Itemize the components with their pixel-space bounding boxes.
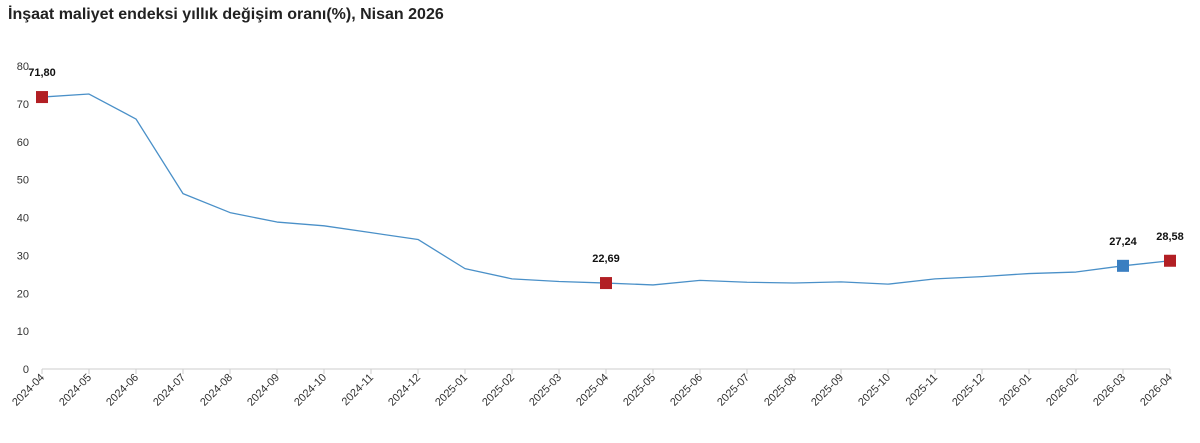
chart-title: İnşaat maliyet endeksi yıllık değişim or…: [8, 6, 444, 23]
marker-layer: 71,80 22,69 27,24 28,58: [28, 67, 1184, 290]
y-tick-label: 40: [17, 213, 29, 225]
x-tick-label: 2024-06: [104, 372, 141, 409]
x-tick-label: 2024-10: [292, 372, 329, 409]
x-tick-label: 2025-09: [809, 372, 846, 409]
x-tick-label: 2025-05: [621, 372, 658, 409]
x-tick-label: 2025-07: [715, 372, 752, 409]
data-point: [323, 224, 326, 227]
highlight-marker: [36, 91, 48, 104]
data-point: [370, 231, 373, 234]
y-tick-label: 60: [17, 137, 29, 149]
data-point: [1028, 272, 1031, 275]
data-point: [652, 283, 655, 286]
data-point: [793, 282, 796, 285]
y-tick-label: 20: [17, 288, 29, 300]
data-point: [276, 221, 279, 224]
data-point: [464, 267, 467, 270]
data-point: [182, 192, 185, 195]
x-tick-label: 2025-08: [762, 372, 799, 409]
x-tick-label: 2025-01: [433, 372, 470, 409]
x-tick-label: 2025-12: [950, 372, 987, 409]
x-tick-label: 2026-04: [1138, 372, 1175, 409]
data-point: [1075, 271, 1078, 274]
data-point: [934, 277, 937, 280]
data-label: 22,69: [592, 253, 620, 265]
x-tick-label: 2024-09: [245, 372, 282, 409]
x-tick-label: 2026-03: [1091, 372, 1128, 409]
data-label: 71,80: [28, 67, 56, 79]
x-tick-label: 2024-12: [386, 372, 423, 409]
y-tick-label: 0: [23, 364, 29, 376]
x-tick-label: 2025-11: [904, 372, 940, 408]
data-point: [840, 280, 843, 283]
highlight-marker: [1117, 259, 1129, 272]
data-label: 27,24: [1109, 236, 1137, 248]
x-tick-label: 2025-04: [574, 372, 611, 409]
x-tick-label: 2026-01: [997, 372, 1034, 409]
y-tick-label: 50: [17, 175, 29, 187]
x-tick-label: 2025-06: [668, 372, 705, 409]
x-tick-label: 2025-03: [527, 372, 564, 409]
data-point: [746, 281, 749, 284]
y-tick-label: 30: [17, 250, 29, 262]
y-tick-label: 70: [17, 99, 29, 111]
y-axis: 0 10 20 30 40 50 60 70 80: [17, 61, 29, 376]
y-tick-label: 10: [17, 326, 29, 338]
x-tick-label: 2024-05: [57, 372, 94, 409]
x-axis: 2024-04 2024-05 2024-06 2024-07 2024-08 2024-…: [10, 368, 1175, 409]
data-label: 28,58: [1156, 231, 1184, 243]
x-tick-label: 2025-02: [480, 372, 517, 409]
x-tick-label: 2024-04: [10, 372, 47, 409]
x-tick-label: 2025-10: [856, 372, 893, 409]
x-tick-label: 2024-11: [340, 372, 376, 408]
data-point: [135, 118, 138, 121]
data-point: [981, 275, 984, 278]
data-point: [699, 279, 702, 282]
x-tick-label: 2026-02: [1044, 372, 1081, 409]
y-tick-label: 80: [17, 61, 29, 73]
x-tick-label: 2024-07: [151, 372, 188, 409]
highlight-marker: [600, 277, 612, 290]
data-point: [88, 93, 91, 96]
data-point: [229, 211, 232, 214]
x-tick-label: 2024-08: [198, 372, 235, 409]
highlight-marker: [1164, 254, 1176, 267]
data-point: [417, 238, 420, 241]
data-point: [887, 283, 890, 286]
data-point: [558, 280, 561, 283]
data-point: [511, 277, 514, 280]
